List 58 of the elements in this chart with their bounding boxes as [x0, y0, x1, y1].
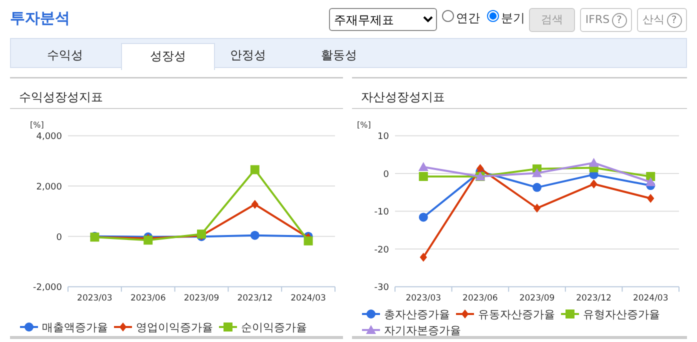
- point: [418, 172, 428, 181]
- x-tick-label: 2023/12: [576, 294, 612, 304]
- y-tick-label: 4,000: [36, 132, 62, 142]
- text: 검색: [529, 8, 575, 32]
- point: [251, 200, 258, 209]
- text: 수익성: [46, 47, 84, 64]
- point: [532, 168, 542, 178]
- x-tick-label: 2023/03: [77, 294, 112, 304]
- point: [647, 194, 654, 203]
- text: 분기: [501, 10, 525, 27]
- point: [646, 177, 656, 186]
- x-tick-label: 2024/03: [290, 294, 326, 304]
- point: [532, 182, 542, 192]
- point: [418, 162, 428, 172]
- x-tick-label: 2023/12: [237, 294, 273, 304]
- text: 투자분석: [10, 9, 70, 28]
- text: 주재무제표: [329, 8, 437, 31]
- chart-title: 자산성장성지표: [361, 90, 445, 104]
- y-tick-label: -20: [374, 245, 390, 256]
- point: [418, 212, 428, 222]
- text: 연간: [456, 10, 480, 27]
- point: [420, 252, 427, 262]
- y-tick-label: 0: [383, 170, 390, 180]
- y-tick-label: 2,000: [36, 182, 62, 193]
- legend-label: 유형자산증가율: [583, 308, 660, 321]
- y-tick-label: 0: [56, 232, 62, 243]
- chart-title: 수익성장성지표: [19, 90, 103, 104]
- legend-label: 순이익증가율: [241, 321, 307, 334]
- x-tick-label: 2023/09: [184, 294, 220, 304]
- point: [590, 180, 598, 189]
- point: [250, 230, 260, 240]
- x-tick-label: 2023/09: [519, 294, 555, 304]
- point: [533, 204, 541, 213]
- text: 산식: [642, 13, 664, 26]
- y-axis-title: [%]: [357, 120, 371, 130]
- legend-label: 매출액증가율: [42, 321, 108, 334]
- x-tick-label: 2024/03: [632, 294, 668, 304]
- legend-label: 유동자산증가율: [478, 308, 555, 321]
- x-tick-label: 2023/06: [462, 294, 498, 304]
- point: [304, 236, 313, 246]
- legend-label: 영업이익증가율: [136, 321, 213, 334]
- text: 안정성: [229, 47, 267, 64]
- x-tick-label: 2023/03: [406, 294, 442, 304]
- point: [250, 165, 260, 174]
- y-tick-label: -10: [374, 208, 390, 218]
- legend-label: 총자산증가율: [384, 308, 450, 321]
- text: IFRS: [585, 13, 610, 26]
- text: ?: [612, 13, 627, 28]
- x-tick-label: 2023/06: [130, 294, 166, 304]
- y-axis-title: [%]: [30, 120, 44, 130]
- text: ?: [666, 13, 682, 28]
- point: [588, 158, 599, 167]
- y-tick-label: 10: [378, 132, 390, 142]
- text: 성장성: [121, 43, 215, 70]
- text: 활동성: [320, 47, 358, 64]
- y-tick-label: -2,000: [32, 283, 62, 294]
- y-tick-label: -30: [374, 283, 390, 294]
- legend-label: 자기자본증가율: [384, 324, 461, 337]
